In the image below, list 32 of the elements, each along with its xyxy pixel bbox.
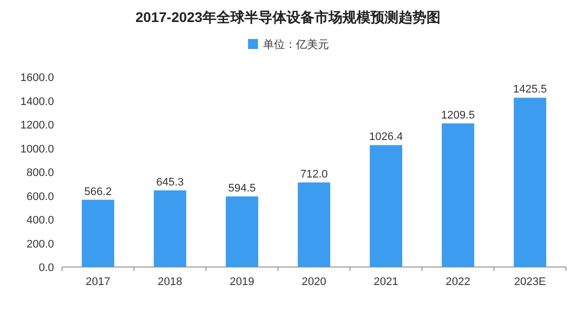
data-label: 1209.5 [441,109,475,122]
x-tick-label: 2020 [302,276,326,288]
bar [82,200,114,267]
data-label: 1026.4 [369,131,403,144]
data-label: 594.5 [228,182,256,194]
chart-title: 2017-2023年全球半导体设备市场规模预测趋势图 [136,9,440,25]
y-tick-label: 200.0 [26,238,54,250]
x-tick-label: 2022 [446,276,470,288]
y-tick-label: 1600.0 [20,72,54,84]
y-tick-label: 400.0 [26,214,54,226]
legend-label: 单位：亿美元 [263,38,329,51]
x-tick-label: 2023E [514,276,546,288]
y-tick-label: 1200.0 [20,120,54,132]
bar [298,182,330,267]
y-tick-label: 1000.0 [20,143,54,156]
y-tick-label: 800.0 [26,167,54,179]
y-tick-label: 600.0 [26,190,54,203]
x-tick-label: 2019 [230,276,254,288]
bar [370,145,402,267]
x-tick-label: 2018 [158,276,182,288]
x-tick-label: 2017 [86,276,110,288]
data-label: 645.3 [156,176,184,188]
x-tick-label: 2021 [374,276,398,288]
bar [442,123,474,267]
bar [514,98,546,267]
y-tick-label: 0.0 [38,262,54,274]
bar [154,190,186,267]
bar [226,196,258,267]
y-tick-label: 1400.0 [20,96,54,108]
data-label: 1425.5 [513,84,547,96]
data-label: 566.2 [84,186,112,198]
data-label: 712.0 [300,168,328,180]
